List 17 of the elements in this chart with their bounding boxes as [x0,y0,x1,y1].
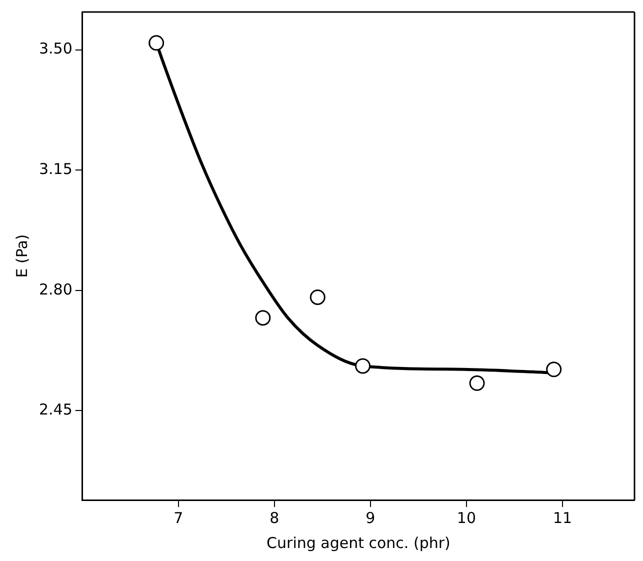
x-tick-label: 9 [366,508,376,527]
y-tick-label: 3.50 [38,40,72,58]
x-tick-label: 8 [270,508,280,527]
x-tick-label: 7 [174,508,184,527]
point [546,362,562,378]
x-axis-title: Curing agent conc. (phr) [266,534,450,552]
point [255,310,271,326]
point [469,375,485,391]
x-tick-label: 11 [552,508,572,527]
point [355,358,371,374]
point [310,289,326,305]
point [148,35,164,51]
x-tick-label: 10 [456,508,476,527]
y-tick-label: 2.45 [38,400,72,419]
y-tick-label: 3.15 [38,160,72,178]
y-tick-label: 2.80 [38,280,72,298]
y-axis-title: E (Pa) [12,234,31,278]
